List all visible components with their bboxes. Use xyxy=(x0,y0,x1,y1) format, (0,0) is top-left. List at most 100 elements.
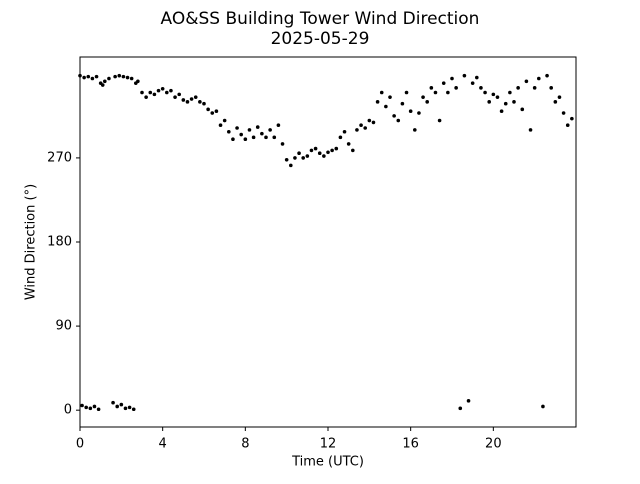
data-point xyxy=(541,404,545,409)
data-point xyxy=(121,74,126,79)
data-point xyxy=(512,100,516,104)
data-point xyxy=(94,74,99,79)
data-point xyxy=(528,128,533,132)
data-point xyxy=(239,132,243,137)
data-point xyxy=(495,95,500,99)
data-point xyxy=(206,107,210,112)
data-point xyxy=(487,100,492,104)
data-point xyxy=(131,407,136,412)
data-point xyxy=(264,135,268,140)
data-point xyxy=(466,399,471,403)
y-tick-label: 270 xyxy=(47,150,72,165)
data-point xyxy=(86,74,91,79)
data-point xyxy=(227,129,231,134)
data-point xyxy=(301,156,306,160)
data-point xyxy=(202,101,206,106)
data-point xyxy=(185,100,190,104)
x-tick-label: 16 xyxy=(402,437,419,452)
data-point xyxy=(260,131,264,136)
data-point xyxy=(214,109,219,113)
x-tick-label: 12 xyxy=(320,437,337,452)
data-point xyxy=(450,76,454,81)
x-axis-label: Time (UTC) xyxy=(291,455,364,470)
chart-title: AO&SS Building Tower Wind Direction xyxy=(161,9,480,29)
data-point xyxy=(148,90,153,95)
data-point xyxy=(384,104,388,109)
chart-subtitle: 2025-05-29 xyxy=(271,29,370,49)
data-point xyxy=(346,142,351,146)
data-point xyxy=(255,125,260,129)
data-point xyxy=(520,107,525,112)
data-point xyxy=(160,86,165,91)
data-point xyxy=(491,92,496,97)
data-point xyxy=(107,76,111,81)
data-point xyxy=(189,97,194,101)
x-tick-label: 20 xyxy=(485,437,502,452)
data-point xyxy=(193,95,198,99)
data-point xyxy=(144,95,148,99)
data-point xyxy=(483,90,487,95)
data-point xyxy=(173,95,177,99)
data-point xyxy=(334,146,339,151)
y-tick-label: 180 xyxy=(47,235,72,250)
data-point xyxy=(129,76,134,81)
y-tick-label: 0 xyxy=(64,403,72,418)
data-point xyxy=(446,90,450,95)
data-point xyxy=(437,118,442,123)
data-point xyxy=(557,95,562,99)
data-point xyxy=(375,100,380,104)
data-point xyxy=(400,101,405,106)
data-point xyxy=(115,404,119,409)
y-axis-label: Wind Direction (°) xyxy=(24,184,39,300)
data-point xyxy=(80,403,84,408)
data-point xyxy=(499,109,504,113)
data-point xyxy=(136,79,140,84)
x-tick-label: 0 xyxy=(76,437,84,452)
x-tick-label: 4 xyxy=(159,437,167,452)
data-point xyxy=(198,100,202,104)
data-point xyxy=(317,151,322,156)
data-point xyxy=(396,118,401,123)
data-point xyxy=(140,90,144,95)
data-point xyxy=(92,404,97,409)
data-point xyxy=(322,154,326,158)
data-point xyxy=(408,109,413,113)
data-point xyxy=(276,123,281,128)
data-point xyxy=(113,74,117,79)
data-point xyxy=(545,73,549,78)
data-point xyxy=(425,100,430,104)
data-point xyxy=(359,123,363,128)
data-point xyxy=(100,83,105,87)
data-point xyxy=(367,118,372,123)
data-point xyxy=(479,86,483,90)
data-point xyxy=(231,137,235,142)
data-point xyxy=(268,128,272,132)
data-point xyxy=(561,111,566,115)
data-point xyxy=(454,86,458,90)
data-point xyxy=(342,129,347,134)
data-point xyxy=(441,81,446,85)
data-point xyxy=(475,75,479,80)
data-point xyxy=(289,163,293,168)
data-point xyxy=(222,118,227,123)
data-point xyxy=(247,128,252,132)
data-point xyxy=(156,88,161,93)
data-point xyxy=(243,137,248,142)
data-point xyxy=(103,79,107,84)
data-point xyxy=(537,76,541,81)
data-point xyxy=(84,405,88,410)
data-point xyxy=(413,128,417,132)
data-point xyxy=(280,142,285,146)
data-point xyxy=(111,400,115,405)
data-point xyxy=(117,73,122,78)
data-point xyxy=(125,75,130,80)
data-point xyxy=(392,114,396,118)
data-point xyxy=(417,111,421,115)
data-point xyxy=(458,406,463,411)
data-point xyxy=(181,98,186,102)
data-point xyxy=(251,135,256,140)
data-point xyxy=(508,90,512,95)
data-point xyxy=(235,126,239,130)
data-point xyxy=(96,407,101,412)
